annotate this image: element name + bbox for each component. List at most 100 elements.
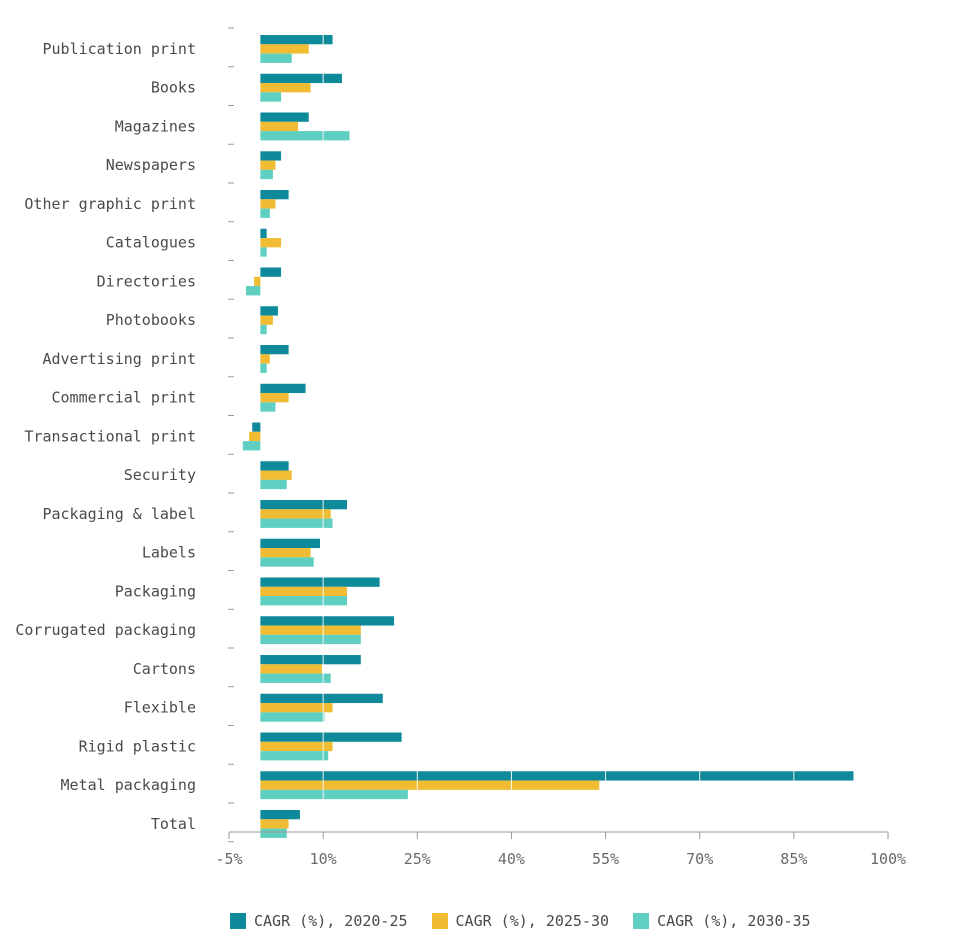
bar-2020-25 (260, 461, 289, 471)
bar-2020-25 (260, 810, 300, 820)
category-label: Newspapers (106, 156, 196, 174)
bar-2025-30 (260, 509, 331, 519)
x-tick-label: 40% (498, 850, 525, 868)
bar-2020-25 (260, 577, 380, 587)
legend-label-2020-25: CAGR (%), 2020-25 (254, 912, 408, 930)
bar-2025-30 (260, 199, 276, 209)
bar-2030-35 (260, 673, 331, 683)
bar-2030-35 (260, 169, 273, 180)
bar-2020-25 (260, 228, 267, 239)
bar-2030-35 (260, 402, 276, 412)
legend-item-2020-25: CAGR (%), 2020-25 (230, 912, 408, 930)
bar-2030-35 (260, 557, 314, 567)
bar-2030-35 (260, 712, 325, 722)
bar-2025-30 (260, 121, 299, 132)
bar-2025-30 (260, 548, 311, 558)
legend-label-2030-35: CAGR (%), 2030-35 (657, 912, 811, 930)
legend-swatch-2025-30 (431, 913, 448, 929)
bar-2025-30 (260, 819, 289, 829)
bar-2030-35 (260, 53, 292, 63)
bar-2020-25 (260, 345, 289, 355)
legend: CAGR (%), 2020-25 CAGR (%), 2025-30 CAGR… (230, 912, 811, 930)
bar-2020-25 (260, 500, 347, 510)
category-label: Packaging (115, 582, 196, 600)
bar-2025-30 (260, 470, 292, 480)
category-label: Rigid plastic (79, 737, 196, 755)
legend-swatch-2030-35 (633, 913, 650, 929)
bar-2020-25 (260, 35, 333, 45)
bar-2025-30 (260, 664, 322, 674)
bar-2025-30 (260, 354, 270, 364)
bar-2025-30 (260, 160, 276, 170)
x-tick-label: 25% (404, 850, 431, 868)
bar-2030-35 (260, 247, 267, 257)
category-label: Magazines (115, 117, 196, 135)
bar-2030-35 (260, 363, 267, 373)
bar-2030-35 (260, 751, 329, 761)
bar-2030-35 (260, 324, 267, 335)
bar-2020-25 (260, 383, 306, 394)
category-label: Publication print (42, 40, 196, 58)
bar-2025-30 (260, 741, 333, 752)
category-label: Cartons (133, 660, 196, 678)
bar-2025-30 (254, 276, 261, 287)
legend-item-2030-35: CAGR (%), 2030-35 (633, 912, 811, 930)
category-label: Directories (97, 272, 196, 290)
x-tick-label: 55% (592, 850, 619, 868)
category-label: Transactional print (24, 427, 196, 445)
category-label: Other graphic print (24, 195, 196, 213)
bar-2025-30 (260, 83, 311, 93)
category-label: Corrugated packaging (15, 621, 196, 639)
category-label: Advertising print (42, 350, 196, 368)
category-label: Labels (142, 544, 196, 562)
bar-2020-25 (260, 190, 289, 200)
bar-2030-35 (260, 92, 282, 102)
category-label: Metal packaging (61, 776, 196, 794)
category-label: Catalogues (106, 234, 196, 252)
bar-2020-25 (260, 306, 278, 316)
bar-2030-35 (260, 131, 350, 141)
category-label: Security (124, 466, 196, 484)
bar-2025-30 (260, 780, 600, 790)
x-tick-label: 100% (870, 850, 906, 868)
bar-2020-25 (260, 655, 361, 665)
category-label: Books (151, 79, 196, 97)
bar-2030-35 (260, 828, 287, 838)
bar-2025-30 (249, 431, 261, 442)
legend-item-2025-30: CAGR (%), 2025-30 (431, 912, 610, 930)
bar-2030-35 (260, 634, 361, 645)
bar-2025-30 (260, 238, 282, 248)
bar-2020-25 (260, 616, 395, 626)
bar-2020-25 (260, 771, 854, 781)
bar-2030-35 (242, 441, 261, 451)
bar-2020-25 (260, 112, 309, 122)
x-tick-label: 70% (686, 850, 713, 868)
bar-2030-35 (260, 518, 333, 528)
bar-2030-35 (260, 479, 287, 490)
category-label: Packaging & label (42, 505, 196, 523)
category-label: Commercial print (52, 389, 197, 407)
bar-2020-25 (260, 151, 282, 161)
bar-2020-25 (252, 422, 261, 432)
x-tick-label: -5% (215, 850, 242, 868)
bar-2020-25 (260, 267, 282, 277)
legend-label-2025-30: CAGR (%), 2025-30 (455, 912, 610, 930)
bar-2025-30 (260, 703, 333, 713)
category-label: Total (151, 815, 196, 833)
bar-chart: Publication print Books Magazines Newspaper… (15, 27, 906, 868)
bar-2025-30 (260, 315, 273, 325)
bar-2025-30 (260, 393, 289, 403)
x-tick-label: 10% (310, 850, 337, 868)
bar-2030-35 (260, 208, 270, 218)
bar-2020-25 (260, 73, 342, 84)
category-label: Flexible (124, 699, 196, 717)
bar-2020-25 (260, 693, 383, 704)
legend-swatch-2020-25 (230, 913, 246, 929)
bar-2025-30 (260, 44, 309, 54)
bar-2025-30 (260, 625, 361, 635)
category-label: Photobooks (106, 311, 196, 329)
bar-2030-35 (260, 789, 408, 800)
bar-2030-35 (260, 596, 347, 606)
bar-2020-25 (260, 538, 321, 549)
x-tick-label: 85% (780, 850, 807, 868)
